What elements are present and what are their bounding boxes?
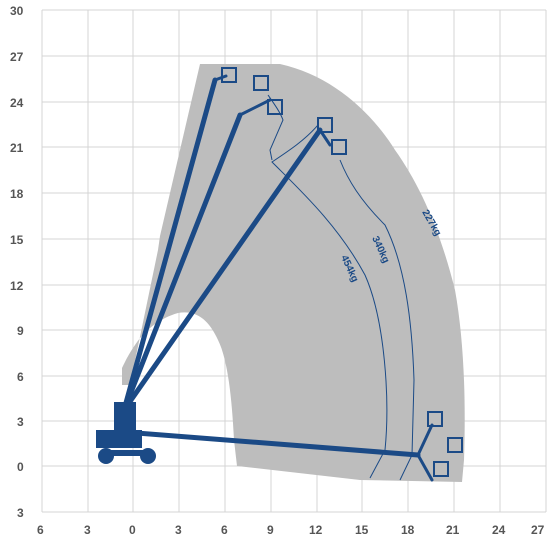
x-tick: 9 (267, 523, 274, 537)
y-axis-ticks: 30 27 24 21 18 15 12 9 6 3 0 3 (10, 4, 24, 520)
x-tick: 6 (221, 523, 228, 537)
y-tick: 6 (17, 370, 24, 384)
platform (331, 139, 347, 155)
x-tick: 6 (37, 523, 44, 537)
curve-454kg (271, 124, 388, 479)
y-tick: 27 (10, 50, 24, 64)
boom-high (121, 112, 243, 413)
machine-base (96, 402, 156, 464)
x-axis-ticks: 6 3 0 3 6 9 12 15 18 21 24 27 (37, 523, 545, 537)
y-tick: 12 (10, 279, 24, 293)
platform (317, 117, 333, 133)
jib-vertical (213, 74, 228, 82)
y-tick: 15 (10, 233, 24, 247)
boom-vertical (121, 77, 218, 413)
platform (427, 411, 443, 427)
x-tick: 21 (446, 523, 460, 537)
y-tick: 24 (10, 96, 24, 110)
jib-horizontal-down (416, 453, 434, 482)
working-envelope (122, 64, 465, 482)
turret (114, 402, 136, 432)
x-tick: 3 (84, 523, 91, 537)
y-tick: 3 (17, 506, 24, 520)
platform (253, 75, 269, 91)
platform (267, 99, 283, 115)
curve-340kg (339, 159, 415, 481)
axle (102, 450, 152, 456)
y-tick: 0 (17, 460, 24, 474)
y-tick: 30 (10, 4, 24, 18)
y-tick: 18 (10, 187, 24, 201)
x-tick: 27 (531, 523, 545, 537)
x-tick: 18 (401, 523, 415, 537)
platforms (221, 67, 463, 477)
y-tick: 21 (10, 141, 24, 155)
platform (221, 67, 237, 83)
x-tick: 15 (355, 523, 369, 537)
y-tick: 9 (17, 324, 24, 338)
x-tick: 3 (175, 523, 182, 537)
platform (447, 437, 463, 453)
x-tick: 24 (492, 523, 506, 537)
boom-mid (121, 127, 323, 413)
x-tick: 12 (309, 523, 323, 537)
boom-positions (121, 74, 434, 482)
jib-horizontal-up (416, 423, 434, 457)
y-tick: 3 (17, 415, 24, 429)
jib-high (238, 98, 272, 117)
platform (433, 461, 449, 477)
chassis (96, 430, 142, 448)
boom-horizontal (121, 429, 421, 458)
x-tick: 0 (129, 523, 136, 537)
